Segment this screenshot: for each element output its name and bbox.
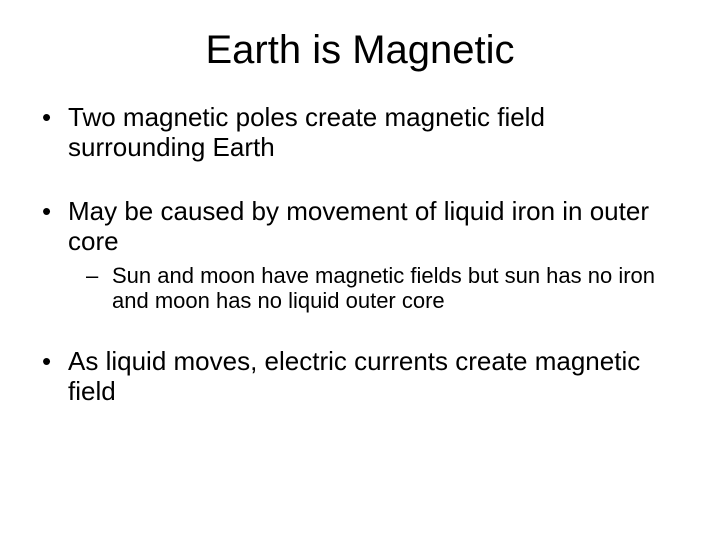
bullet-item: May be caused by movement of liquid iron… [40,197,680,313]
sub-bullet-item: Sun and moon have magnetic fields but su… [68,263,680,314]
slide-title: Earth is Magnetic [0,0,720,83]
bullet-text: Two magnetic poles create magnetic field… [68,102,545,162]
bullet-text: As liquid moves, electric currents creat… [68,346,640,406]
bullet-list: Two magnetic poles create magnetic field… [40,103,680,407]
bullet-item: Two magnetic poles create magnetic field… [40,103,680,163]
sub-bullet-text: Sun and moon have magnetic fields but su… [112,263,655,313]
bullet-item: As liquid moves, electric currents creat… [40,347,680,407]
slide-body: Two magnetic poles create magnetic field… [0,83,720,407]
slide: Earth is Magnetic Two magnetic poles cre… [0,0,720,540]
sub-bullet-list: Sun and moon have magnetic fields but su… [68,263,680,314]
bullet-text: May be caused by movement of liquid iron… [68,196,649,256]
